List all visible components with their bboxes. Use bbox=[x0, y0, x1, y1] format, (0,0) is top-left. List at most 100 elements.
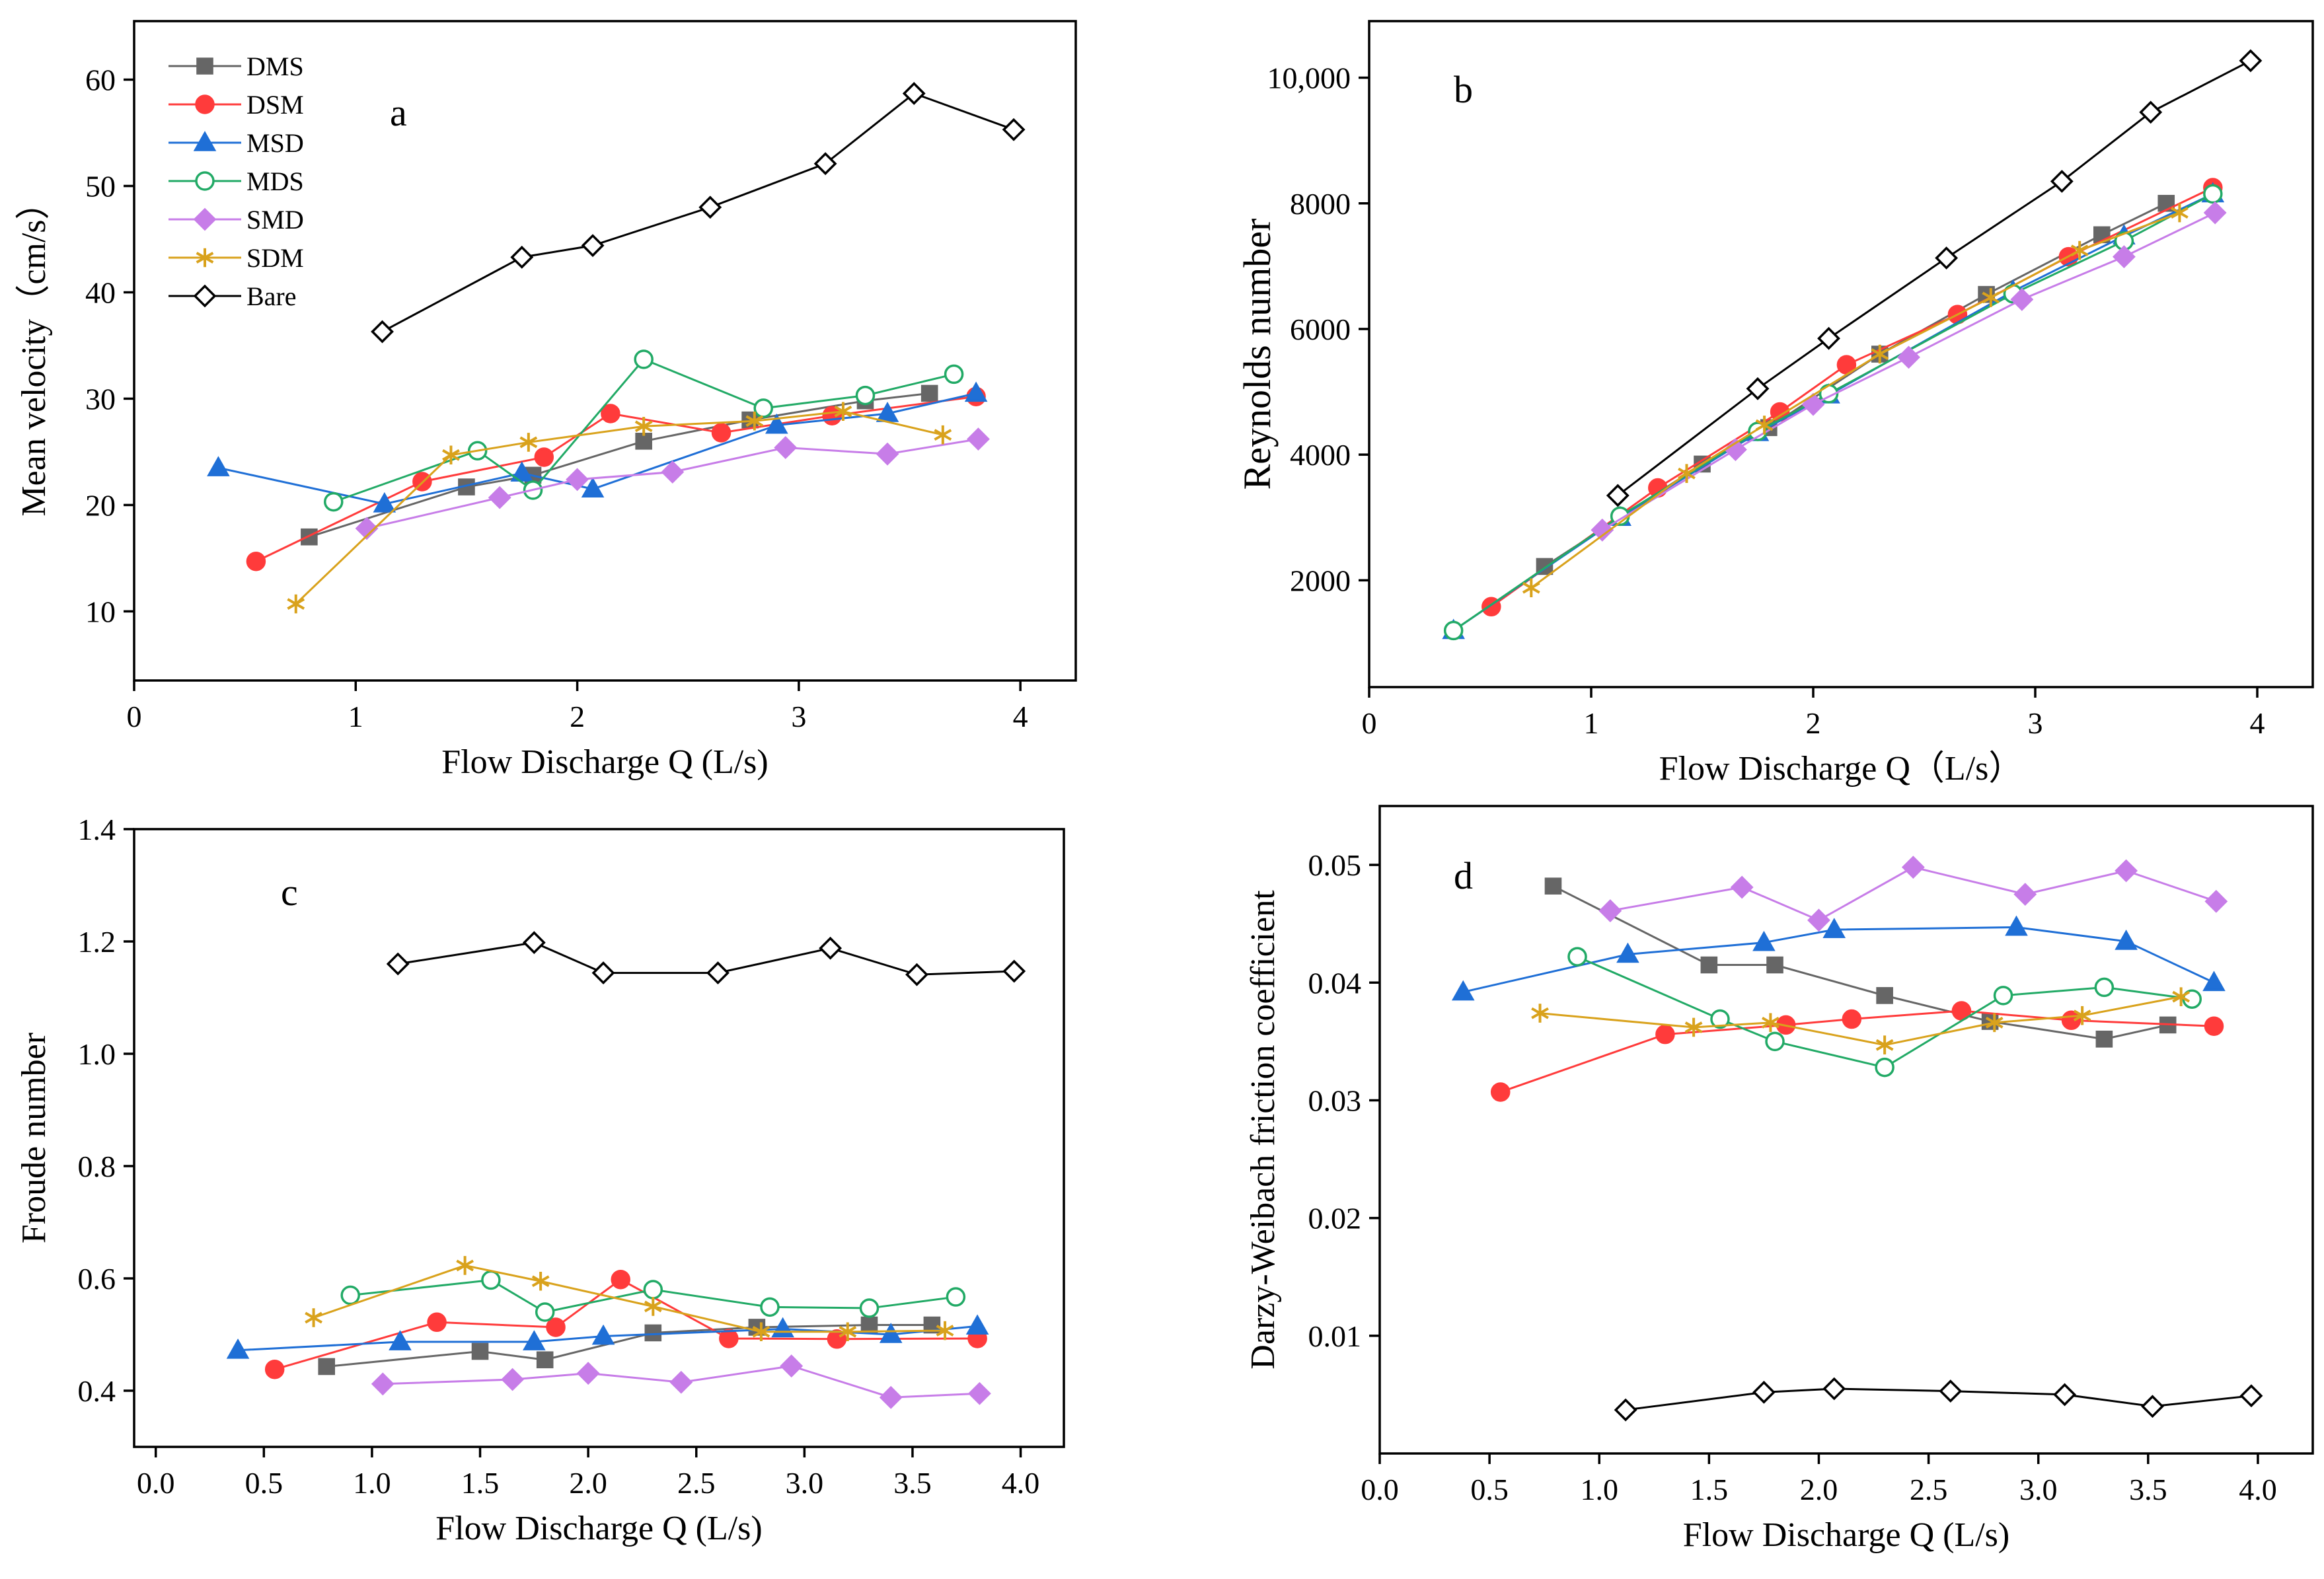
data-point bbox=[2070, 240, 2089, 260]
x-tick-label: 0.5 bbox=[245, 1466, 283, 1500]
data-point bbox=[1655, 1024, 1675, 1045]
data-point bbox=[967, 427, 990, 451]
data-point bbox=[523, 1330, 546, 1350]
x-tick-label: 1.0 bbox=[1580, 1473, 1618, 1506]
y-tick-label: 0.4 bbox=[78, 1374, 116, 1408]
x-tick-label: 0.5 bbox=[1470, 1473, 1509, 1506]
series-msd bbox=[1442, 182, 2225, 640]
data-point bbox=[2202, 971, 2226, 992]
series-sdm bbox=[287, 402, 952, 614]
data-point bbox=[1875, 1057, 1894, 1078]
data-point bbox=[355, 517, 379, 540]
legend-label: SMD bbox=[246, 205, 304, 235]
data-point bbox=[576, 1362, 600, 1385]
series-smd bbox=[371, 1354, 991, 1409]
x-tick-label: 2.5 bbox=[1910, 1473, 1948, 1506]
panel-c: 0.0 0.5 1.0 1.5 2.0 2.5 3.0 3.5 4.0 0.4 0.6 0.8 1.0 1… bbox=[15, 813, 1065, 1547]
data-point bbox=[1807, 908, 1830, 932]
data-point bbox=[813, 152, 837, 176]
plot-frame bbox=[133, 828, 1065, 1448]
x-tick-label: 2.0 bbox=[1800, 1473, 1838, 1506]
x-axis-label: Flow Discharge Q (L/s) bbox=[1683, 1516, 2009, 1554]
data-point bbox=[967, 1381, 991, 1405]
data-point bbox=[965, 1314, 989, 1335]
data-point bbox=[819, 936, 843, 960]
data-point bbox=[1684, 1017, 1703, 1037]
series-line bbox=[1452, 193, 2214, 632]
series-smd bbox=[1598, 856, 2228, 932]
data-point bbox=[1752, 1380, 1776, 1404]
x-tick-label: 0 bbox=[1362, 706, 1377, 740]
plot-frame bbox=[1378, 805, 2314, 1455]
x-tick-label: 1.0 bbox=[353, 1466, 391, 1500]
legend-label: SDM bbox=[246, 243, 304, 273]
data-point bbox=[226, 1338, 250, 1359]
data-point bbox=[1606, 484, 1630, 507]
series-line bbox=[1452, 193, 2214, 632]
series-dms bbox=[318, 1316, 941, 1376]
series-sdm bbox=[1522, 203, 2189, 598]
data-point bbox=[1901, 856, 1925, 879]
data-point bbox=[340, 1285, 360, 1305]
data-point bbox=[1443, 620, 1464, 641]
x-tick-label: 4 bbox=[1013, 700, 1028, 733]
data-point bbox=[318, 1358, 336, 1376]
data-point bbox=[855, 385, 876, 406]
x-tick-label: 1.5 bbox=[1690, 1473, 1729, 1506]
data-point bbox=[859, 1298, 880, 1318]
y-tick-label: 10 bbox=[85, 595, 116, 628]
y-tick-label: 4000 bbox=[1290, 438, 1351, 472]
series-msd bbox=[226, 1314, 989, 1359]
data-point bbox=[719, 1329, 739, 1348]
y-tick-label: 0.01 bbox=[1308, 1319, 1362, 1353]
data-point bbox=[1755, 416, 1774, 435]
data-point bbox=[1544, 877, 1562, 895]
data-point bbox=[1002, 959, 1026, 983]
x-tick-label: 1.5 bbox=[461, 1466, 500, 1500]
data-point bbox=[1746, 377, 1770, 400]
data-point bbox=[765, 413, 788, 434]
data-point bbox=[1822, 918, 1846, 938]
legend-marker bbox=[196, 57, 213, 75]
data-point bbox=[1710, 1009, 1730, 1029]
data-point bbox=[535, 1302, 555, 1322]
x-tick-label: 3.0 bbox=[786, 1466, 824, 1500]
series-line bbox=[381, 92, 1014, 333]
series-dsm bbox=[264, 1269, 987, 1379]
y-tick-label: 8000 bbox=[1290, 187, 1351, 221]
series-mds bbox=[1567, 947, 2202, 1078]
series-dsm bbox=[1490, 1001, 2224, 1102]
data-point bbox=[1765, 1031, 1785, 1052]
x-tick-label: 1 bbox=[1584, 706, 1599, 740]
legend-label: Bare bbox=[246, 281, 297, 311]
y-tick-label: 1.2 bbox=[78, 925, 116, 959]
data-point bbox=[2172, 987, 2191, 1006]
x-axis-label: Flow Discharge Q (L/s) bbox=[441, 743, 768, 781]
data-point bbox=[936, 1321, 954, 1340]
data-point bbox=[1875, 1035, 1894, 1055]
data-point bbox=[2013, 883, 2037, 906]
data-point bbox=[510, 461, 534, 482]
series-bare bbox=[1614, 1377, 2263, 1422]
data-point bbox=[1951, 1001, 1972, 1021]
data-point bbox=[324, 492, 344, 512]
data-point bbox=[920, 385, 938, 402]
data-point bbox=[745, 411, 764, 431]
data-point bbox=[774, 436, 798, 459]
legend-entry-sdm: SDM bbox=[169, 243, 304, 273]
data-point bbox=[2053, 1383, 2076, 1407]
series-mds bbox=[1443, 184, 2223, 641]
data-point bbox=[371, 1372, 394, 1396]
data-point bbox=[2073, 1006, 2091, 1025]
data-point bbox=[771, 1317, 794, 1338]
legend-label: DSM bbox=[246, 90, 304, 120]
y-tick-label: 0.02 bbox=[1308, 1202, 1362, 1235]
data-point bbox=[2115, 930, 2138, 950]
y-axis-label: Froude number bbox=[15, 1033, 53, 1243]
data-point bbox=[1935, 246, 1959, 270]
data-point bbox=[2139, 100, 2163, 124]
data-point bbox=[1985, 1013, 2004, 1033]
data-point bbox=[760, 1297, 780, 1317]
y-axis-label: Darzy-Weibach friction coefficient bbox=[1244, 890, 1282, 1370]
